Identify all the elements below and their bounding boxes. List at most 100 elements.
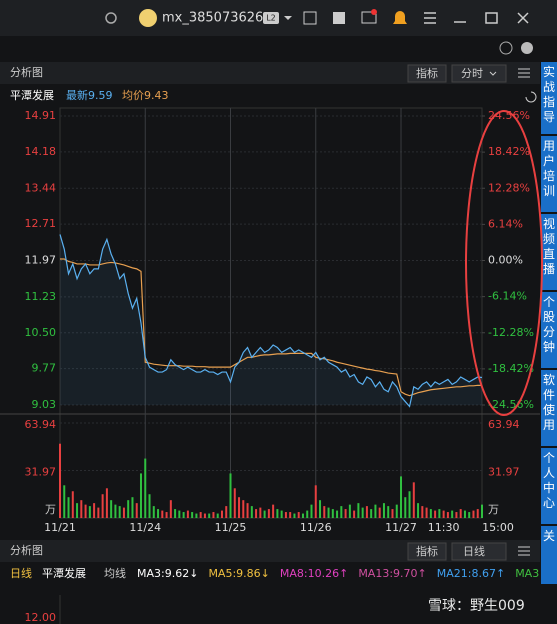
y2-tick-label: 12.28%	[488, 181, 530, 194]
volume-bar	[195, 513, 198, 518]
sidebar-button[interactable]	[541, 62, 557, 134]
sidebar-label: 关	[543, 529, 555, 543]
volume-bar	[446, 512, 449, 518]
volume-bar	[323, 506, 326, 518]
search-icon[interactable]	[105, 12, 117, 24]
button-label[interactable]: 分时	[461, 67, 483, 80]
volume-bar	[152, 506, 155, 518]
volume-bar	[263, 510, 266, 518]
volume-bar	[421, 506, 424, 518]
volume-bar	[127, 500, 130, 518]
button[interactable]	[407, 64, 447, 83]
volume-tick-label: 31.97	[25, 466, 57, 479]
x-tick-label: 11:30	[428, 521, 460, 534]
mail-icon[interactable]	[361, 11, 377, 24]
y2-tick-label: -12.28%	[488, 326, 534, 339]
lower-header	[0, 540, 540, 562]
menu-icon[interactable]	[518, 546, 530, 556]
ma-legend: MA8:10.26↑	[280, 567, 348, 580]
sidebar-button[interactable]	[541, 448, 557, 524]
lower-tick: 12.00	[25, 611, 57, 624]
volume-bar	[319, 500, 322, 518]
sidebar-button[interactable]	[541, 136, 557, 212]
volume-bar	[148, 494, 151, 518]
avg: 均价9.43	[122, 89, 169, 102]
volume-bar	[400, 476, 403, 518]
volume-tick-label: 63.94	[25, 418, 57, 431]
volume-bar	[391, 509, 394, 518]
panel-header	[0, 62, 540, 84]
bell-icon[interactable]	[393, 11, 407, 24]
maximize[interactable]	[485, 12, 498, 24]
y-tick-label: 14.18	[25, 145, 57, 158]
refresh-icon[interactable]	[525, 91, 537, 103]
volume-bar	[340, 506, 343, 518]
stock-name: 平潭发展	[10, 88, 54, 102]
button[interactable]	[407, 542, 447, 561]
volume-bar	[169, 500, 172, 518]
sidebar-label: 个人中心	[543, 451, 555, 510]
badge: L2	[266, 14, 276, 23]
annotation	[465, 110, 543, 416]
sidebar-button[interactable]	[541, 292, 557, 368]
volume-bar	[434, 510, 437, 518]
volume-bar	[97, 507, 100, 518]
volume-bar	[229, 473, 232, 518]
x-tick-label: 11/26	[300, 521, 332, 534]
help-icon[interactable]	[499, 41, 513, 55]
volume-bar	[122, 507, 125, 518]
dropdown[interactable]	[489, 71, 497, 76]
badge-bg	[263, 12, 279, 24]
icon[interactable]	[303, 11, 317, 25]
menu-icon[interactable]	[518, 68, 530, 78]
volume-bar	[199, 512, 202, 518]
volume-bar	[481, 504, 483, 518]
button[interactable]	[451, 542, 507, 561]
button-label[interactable]: 日线	[463, 544, 485, 558]
volume-bar	[417, 503, 420, 518]
sidebar-button[interactable]	[541, 214, 557, 290]
panel-title: 分析图	[10, 65, 43, 79]
volume-bar	[135, 503, 138, 518]
volume-bar	[71, 491, 74, 518]
icon[interactable]	[333, 12, 345, 24]
button[interactable]	[451, 64, 507, 83]
volume-bar	[293, 513, 296, 518]
volume-bar	[276, 509, 279, 518]
volume-bar	[255, 509, 258, 518]
close[interactable]	[517, 12, 529, 24]
latest: 最新9.59	[66, 88, 113, 102]
volume-bar	[289, 512, 292, 518]
volume-bar	[88, 506, 91, 518]
volume-bar	[203, 513, 206, 518]
volume-bar	[165, 512, 168, 518]
y-tick-label: 10.50	[25, 326, 57, 339]
y-tick-label: 14.91	[25, 109, 57, 122]
volume-bar	[425, 507, 428, 518]
dropdown[interactable]	[284, 16, 292, 20]
x-tick-label: 11/27	[385, 521, 417, 534]
x-tick-label: 15:00	[482, 521, 514, 534]
volume-bar	[225, 506, 228, 518]
sidebar-button[interactable]	[541, 526, 557, 584]
volume-bar	[114, 504, 117, 518]
volume-bar	[455, 512, 458, 518]
settings-icon[interactable]	[521, 42, 533, 54]
volume-bar	[174, 509, 177, 518]
username[interactable]: mx_385073626	[162, 11, 263, 26]
menu-icon[interactable]	[424, 12, 436, 24]
button-label[interactable]: 指标	[416, 544, 438, 558]
volume-bar	[259, 507, 262, 518]
avatar[interactable]	[139, 9, 157, 27]
sidebar-button[interactable]	[541, 370, 557, 446]
y2-tick-label: -18.42%	[488, 362, 534, 375]
button-label[interactable]: 指标	[416, 66, 438, 80]
volume-bar	[353, 510, 356, 518]
period: 日线	[10, 566, 32, 580]
volume-bar	[451, 510, 454, 518]
volume-tick-label: 63.94	[488, 418, 520, 431]
volume-bar	[378, 507, 381, 518]
volume-bar	[404, 497, 407, 518]
y-tick-label: 12.71	[25, 217, 57, 230]
